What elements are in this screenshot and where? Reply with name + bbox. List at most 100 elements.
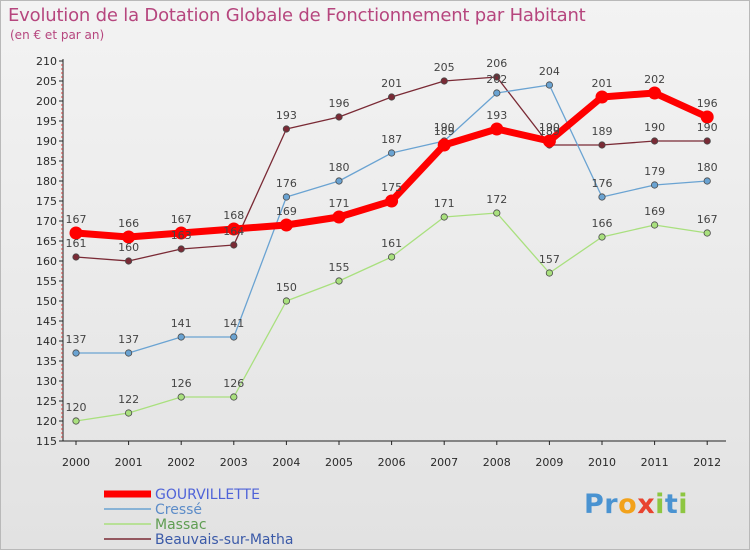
data-point-beauvais-sur-matha — [703, 137, 711, 145]
data-point-beauvais-sur-matha — [230, 241, 238, 249]
y-tick-label: 155 — [36, 275, 57, 288]
data-point-cress- — [335, 177, 343, 185]
y-tick-label: 210 — [36, 55, 57, 68]
x-tick-label: 2011 — [641, 456, 669, 469]
data-label-beauvais-sur-matha: 161 — [66, 237, 87, 250]
data-label-gourvillette: 201 — [592, 77, 613, 90]
data-label-beauvais-sur-matha: 189 — [592, 125, 613, 138]
data-label-massac: 120 — [66, 401, 87, 414]
data-label-cress-: 204 — [539, 65, 560, 78]
data-label-massac: 167 — [697, 213, 718, 226]
data-label-beauvais-sur-matha: 206 — [486, 57, 507, 70]
data-label-cress-: 179 — [644, 165, 665, 178]
data-point-gourvillette — [595, 90, 609, 104]
data-label-cress-: 137 — [118, 333, 139, 346]
x-tick-label: 2000 — [62, 456, 90, 469]
data-label-massac: 166 — [592, 217, 613, 230]
data-label-massac: 155 — [329, 261, 350, 274]
x-tick-label: 2010 — [588, 456, 616, 469]
data-label-gourvillette: 167 — [66, 213, 87, 226]
logo-letter: o — [618, 489, 638, 520]
legend-label: Massac — [155, 517, 207, 533]
logo-letter: i — [655, 489, 665, 520]
data-point-gourvillette — [122, 230, 136, 244]
data-point-cress- — [545, 81, 554, 89]
axes: 115 120 125 130 135 140 145 150 155 160 165 170 175 1… — [36, 55, 726, 469]
data-point-gourvillette — [279, 218, 293, 232]
y-tick-label: 205 — [36, 75, 57, 88]
data-point-massac — [125, 409, 133, 417]
x-tick-label: 2002 — [167, 456, 195, 469]
legend-label: GOURVILLETTE — [155, 487, 260, 503]
data-label-massac: 171 — [434, 197, 455, 210]
logo-letter: i — [678, 489, 689, 520]
data-label-gourvillette: 166 — [118, 217, 139, 230]
data-label-beauvais-sur-matha: 201 — [381, 77, 402, 90]
data-point-gourvillette — [700, 110, 714, 124]
data-point-cress- — [650, 181, 659, 189]
data-point-massac — [650, 221, 659, 229]
data-point-massac — [387, 253, 396, 261]
data-label-gourvillette: 169 — [276, 205, 297, 218]
data-label-massac: 172 — [486, 193, 507, 206]
data-point-beauvais-sur-matha — [72, 253, 80, 261]
data-point-beauvais-sur-matha — [125, 257, 133, 265]
data-point-cress- — [230, 333, 238, 341]
y-tick-label: 165 — [36, 235, 57, 248]
data-point-beauvais-sur-matha — [335, 113, 343, 121]
data-point-massac — [282, 297, 290, 305]
data-label-beauvais-sur-matha: 163 — [171, 229, 192, 242]
data-point-cress- — [493, 89, 501, 97]
y-tick-label: 125 — [36, 395, 57, 408]
data-label-massac: 150 — [276, 281, 297, 294]
data-point-gourvillette — [648, 86, 662, 100]
data-point-gourvillette — [542, 134, 556, 148]
data-point-gourvillette — [332, 210, 346, 224]
data-point-cress- — [282, 193, 290, 201]
y-tick-label: 130 — [36, 375, 57, 388]
data-label-gourvillette: 175 — [381, 181, 402, 194]
data-point-cress- — [598, 193, 606, 201]
y-tick-label: 150 — [36, 295, 57, 308]
chart-title: Evolution de la Dotation Globale de Fonc… — [8, 5, 586, 26]
data-label-beauvais-sur-matha: 189 — [539, 125, 560, 138]
data-label-cress-: 202 — [486, 73, 507, 86]
data-label-gourvillette: 171 — [329, 197, 350, 210]
y-tick-label: 160 — [36, 255, 57, 268]
data-point-cress- — [387, 149, 396, 157]
data-point-massac — [545, 269, 554, 277]
logo-letter: t — [664, 489, 679, 520]
data-point-gourvillette — [174, 226, 188, 240]
data-point-gourvillette — [385, 194, 399, 208]
y-tick-label: 175 — [36, 195, 57, 208]
y-tick-label: 170 — [36, 215, 57, 228]
y-tick-label: 115 — [36, 435, 57, 448]
data-label-cress-: 141 — [223, 317, 244, 330]
data-label-beauvais-sur-matha: 196 — [329, 97, 350, 110]
data-label-beauvais-sur-matha: 190 — [644, 121, 665, 134]
data-point-massac — [177, 393, 185, 401]
data-point-cress- — [703, 177, 711, 185]
data-label-beauvais-sur-matha: 190 — [697, 121, 718, 134]
data-point-beauvais-sur-matha — [282, 125, 290, 133]
data-point-beauvais-sur-matha — [440, 77, 448, 85]
logo-letter: x — [637, 489, 656, 520]
data-point-massac — [72, 417, 80, 425]
y-tick-label: 135 — [36, 355, 57, 368]
legend-label: Cressé — [155, 502, 202, 518]
data-point-massac — [230, 393, 238, 401]
data-point-beauvais-sur-matha — [598, 141, 606, 149]
data-point-gourvillette — [490, 122, 504, 136]
data-point-beauvais-sur-matha — [177, 245, 185, 253]
x-tick-label: 2003 — [220, 456, 248, 469]
data-label-massac: 126 — [171, 377, 192, 390]
data-label-beauvais-sur-matha: 205 — [434, 61, 455, 74]
data-point-massac — [440, 213, 448, 221]
y-tick-label: 140 — [36, 335, 57, 348]
x-tick-label: 2007 — [430, 456, 458, 469]
data-label-cress-: 176 — [276, 177, 297, 190]
y-tick-label: 185 — [36, 155, 57, 168]
